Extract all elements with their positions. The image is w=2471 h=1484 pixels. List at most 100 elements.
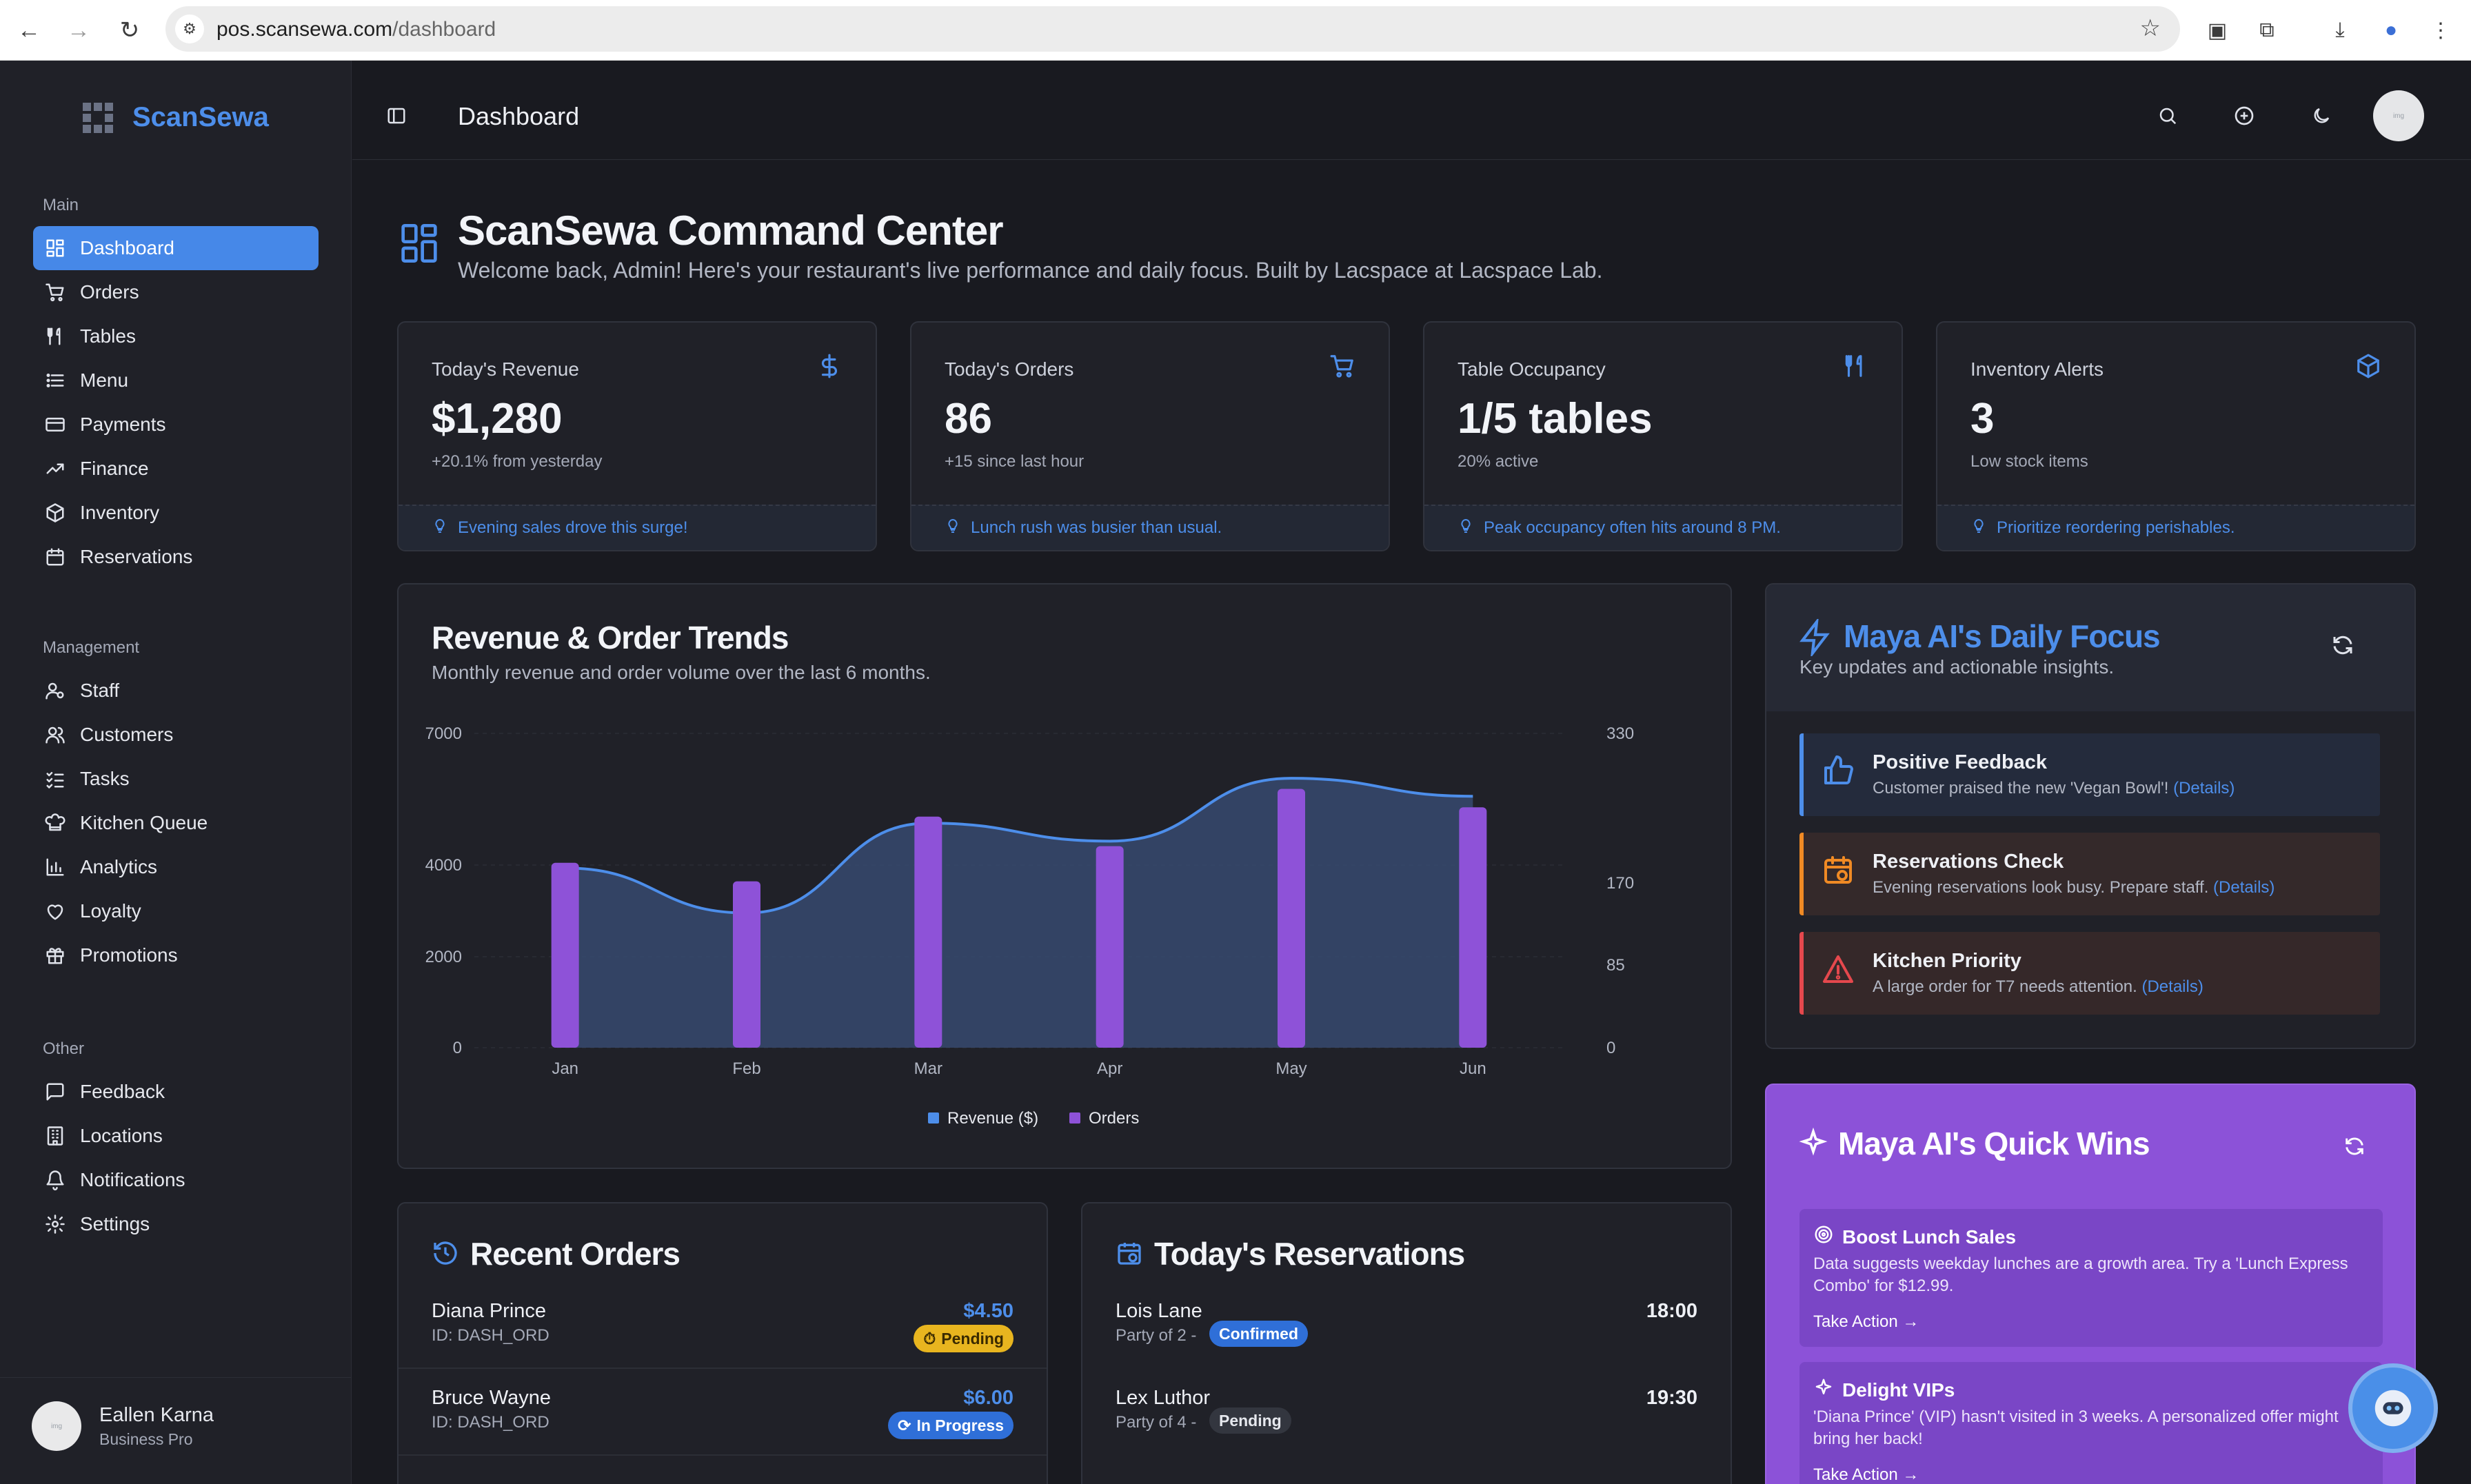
extension-store-icon[interactable]: ▣	[2207, 19, 2228, 42]
search-icon[interactable]	[2151, 99, 2184, 132]
sidebar-item-orders[interactable]: Orders	[33, 270, 319, 314]
kpi-card-table-occupancy[interactable]: Table Occupancy 1/5 tables 20% active Pe…	[1423, 321, 1903, 551]
alert-triangle-icon	[1822, 953, 1856, 987]
details-link[interactable]: (Details)	[2173, 779, 2235, 797]
sidebar-item-finance[interactable]: Finance	[33, 447, 319, 491]
details-link[interactable]: (Details)	[2141, 977, 2203, 996]
thumbs-up-icon	[1822, 754, 1856, 789]
sidebar-item-promotions[interactable]: Promotions	[33, 933, 319, 977]
user-cog-icon	[44, 680, 66, 702]
y-right-tick-label: 0	[1606, 1039, 1615, 1057]
sidebar-item-feedback[interactable]: Feedback	[33, 1070, 319, 1114]
sidebar: ScanSewa Main Dashboard Orders Tables Me…	[0, 61, 352, 1484]
focus-item-reservations-check[interactable]: Reservations Check Evening reservations …	[1799, 833, 2380, 915]
url-text[interactable]: pos.scansewa.com/dashboard	[216, 18, 496, 41]
address-bar[interactable]: ⚙ pos.scansewa.com/dashboard ☆	[165, 6, 2180, 52]
sidebar-item-staff[interactable]: Staff	[33, 669, 319, 713]
forward-icon[interactable]: →	[67, 17, 90, 43]
order-id: ID: DASH_ORD	[432, 1326, 549, 1345]
reservation-name: Lois Lane	[1116, 1300, 1202, 1322]
sidebar-item-inventory[interactable]: Inventory	[33, 491, 319, 535]
y-left-tick-label: 7000	[425, 724, 462, 743]
header-avatar[interactable]: img	[2373, 90, 2424, 141]
maya-ai-assistant-button[interactable]	[2348, 1363, 2438, 1453]
download-icon[interactable]: ⤓	[2335, 19, 2345, 41]
focus-item-kitchen-priority[interactable]: Kitchen Priority A large order for T7 ne…	[1799, 932, 2380, 1015]
gear-icon	[44, 1213, 66, 1235]
sidebar-item-label: Staff	[80, 680, 120, 701]
focus-item-desc: Customer praised the new 'Vegan Bowl'! (…	[1873, 779, 2235, 797]
back-icon[interactable]: ←	[17, 17, 41, 43]
focus-item-positive-feedback[interactable]: Positive Feedback Customer praised the n…	[1799, 733, 2380, 816]
dark-mode-moon-icon[interactable]	[2305, 99, 2338, 132]
kpi-card-inventory-alerts[interactable]: Inventory Alerts 3 Low stock items Prior…	[1936, 321, 2416, 551]
kpi-card-today-s-orders[interactable]: Today's Orders 86 +15 since last hour Lu…	[910, 321, 1390, 551]
calendar-clock-icon	[1822, 853, 1856, 888]
sidebar-item-dashboard[interactable]: Dashboard	[33, 226, 319, 270]
reservation-status-badge: Pending	[1209, 1407, 1291, 1434]
y-left-tick-label: 2000	[425, 948, 462, 966]
sidebar-item-label: Reservations	[80, 546, 193, 567]
quick-wins-refresh-icon[interactable]	[2343, 1135, 2370, 1162]
status-icon: ⟳	[898, 1416, 911, 1434]
details-link[interactable]: (Details)	[2213, 878, 2275, 897]
x-tick-label: Apr	[1097, 1059, 1122, 1078]
reload-icon[interactable]: ↻	[119, 17, 140, 43]
status-badge: ⏱ Pending	[914, 1325, 1013, 1352]
daily-focus-subtitle: Key updates and actionable insights.	[1799, 656, 2115, 678]
add-circle-icon[interactable]	[2228, 99, 2261, 132]
bookmark-star-icon[interactable]: ☆	[2139, 15, 2161, 41]
quick-win-desc: 'Diana Prince' (VIP) hasn't visited in 3…	[1813, 1407, 2339, 1448]
status-icon: ⏱	[923, 1329, 936, 1348]
sidebar-item-analytics[interactable]: Analytics	[33, 845, 319, 889]
calendar-clock-icon	[1118, 1243, 1141, 1265]
daily-focus-card: Maya AI's Daily Focus Key updates and ac…	[1765, 583, 2416, 1049]
sidebar-item-payments[interactable]: Payments	[33, 403, 319, 447]
extensions-puzzle-icon[interactable]: ⧉	[2259, 19, 2275, 41]
lightbulb-icon	[945, 518, 961, 539]
checklist-icon	[44, 768, 66, 790]
sidebar-item-label: Locations	[80, 1125, 163, 1146]
sidebar-item-label: Promotions	[80, 944, 178, 966]
take-action-link[interactable]: Take Action →	[1813, 1465, 1919, 1484]
legend-swatch	[928, 1112, 939, 1124]
kpi-value: 1/5 tables	[1458, 395, 1653, 443]
daily-focus-header: Maya AI's Daily Focus Key updates and ac…	[1766, 585, 2414, 711]
kpi-card-today-s-revenue[interactable]: Today's Revenue $1,280 +20.1% from yeste…	[397, 321, 877, 551]
sidebar-item-settings[interactable]: Settings	[33, 1202, 319, 1246]
sidebar-item-loyalty[interactable]: Loyalty	[33, 889, 319, 933]
kpi-tip-text: Prioritize reordering perishables.	[1997, 518, 2235, 537]
quick-win-boost-lunch-sales: Boost Lunch Sales Data suggests weekday …	[1799, 1209, 2383, 1347]
box-icon	[2355, 353, 2383, 380]
browser-menu-icon[interactable]: ⋮	[2430, 19, 2451, 42]
focus-item-title: Kitchen Priority	[1873, 950, 2021, 972]
sidebar-item-kitchen-queue[interactable]: Kitchen Queue	[33, 801, 319, 845]
sidebar-item-locations[interactable]: Locations	[33, 1114, 319, 1158]
sidebar-item-tables[interactable]: Tables	[33, 314, 319, 358]
dashboard-grid-icon	[400, 222, 438, 265]
refresh-icon[interactable]	[2330, 633, 2358, 660]
trends-card: Revenue & Order Trends Monthly revenue a…	[397, 583, 1732, 1169]
order-amount: $4.50	[963, 1300, 1013, 1322]
user-profile[interactable]: img Eallen Karna Business Pro	[0, 1377, 352, 1484]
kpi-label: Inventory Alerts	[1970, 358, 2104, 380]
cart-icon	[44, 281, 66, 303]
brand[interactable]: ScanSewa	[83, 102, 269, 133]
gift-icon	[44, 944, 66, 966]
sidebar-section-main: Main	[43, 196, 79, 214]
take-action-link[interactable]: Take Action →	[1813, 1312, 1919, 1331]
reservations-title: Today's Reservations	[1154, 1236, 1465, 1272]
quick-win-title: Boost Lunch Sales	[1813, 1224, 2016, 1250]
profile-icon[interactable]: ●	[2384, 19, 2398, 41]
sidebar-item-notifications[interactable]: Notifications	[33, 1158, 319, 1202]
sidebar-item-customers[interactable]: Customers	[33, 713, 319, 757]
sidebar-item-reservations[interactable]: Reservations	[33, 535, 319, 579]
recent-orders-title: Recent Orders	[470, 1236, 680, 1272]
sidebar-item-menu[interactable]: Menu	[33, 358, 319, 403]
x-tick-label: May	[1275, 1059, 1307, 1078]
lightbulb-icon	[1458, 518, 1474, 539]
site-settings-icon[interactable]: ⚙	[175, 14, 204, 43]
sidebar-item-tasks[interactable]: Tasks	[33, 757, 319, 801]
browser-chrome: ← → ↻ ⚙ pos.scansewa.com/dashboard ☆ ▣ ⧉…	[0, 0, 2471, 61]
sidebar-toggle-icon[interactable]	[380, 99, 413, 132]
